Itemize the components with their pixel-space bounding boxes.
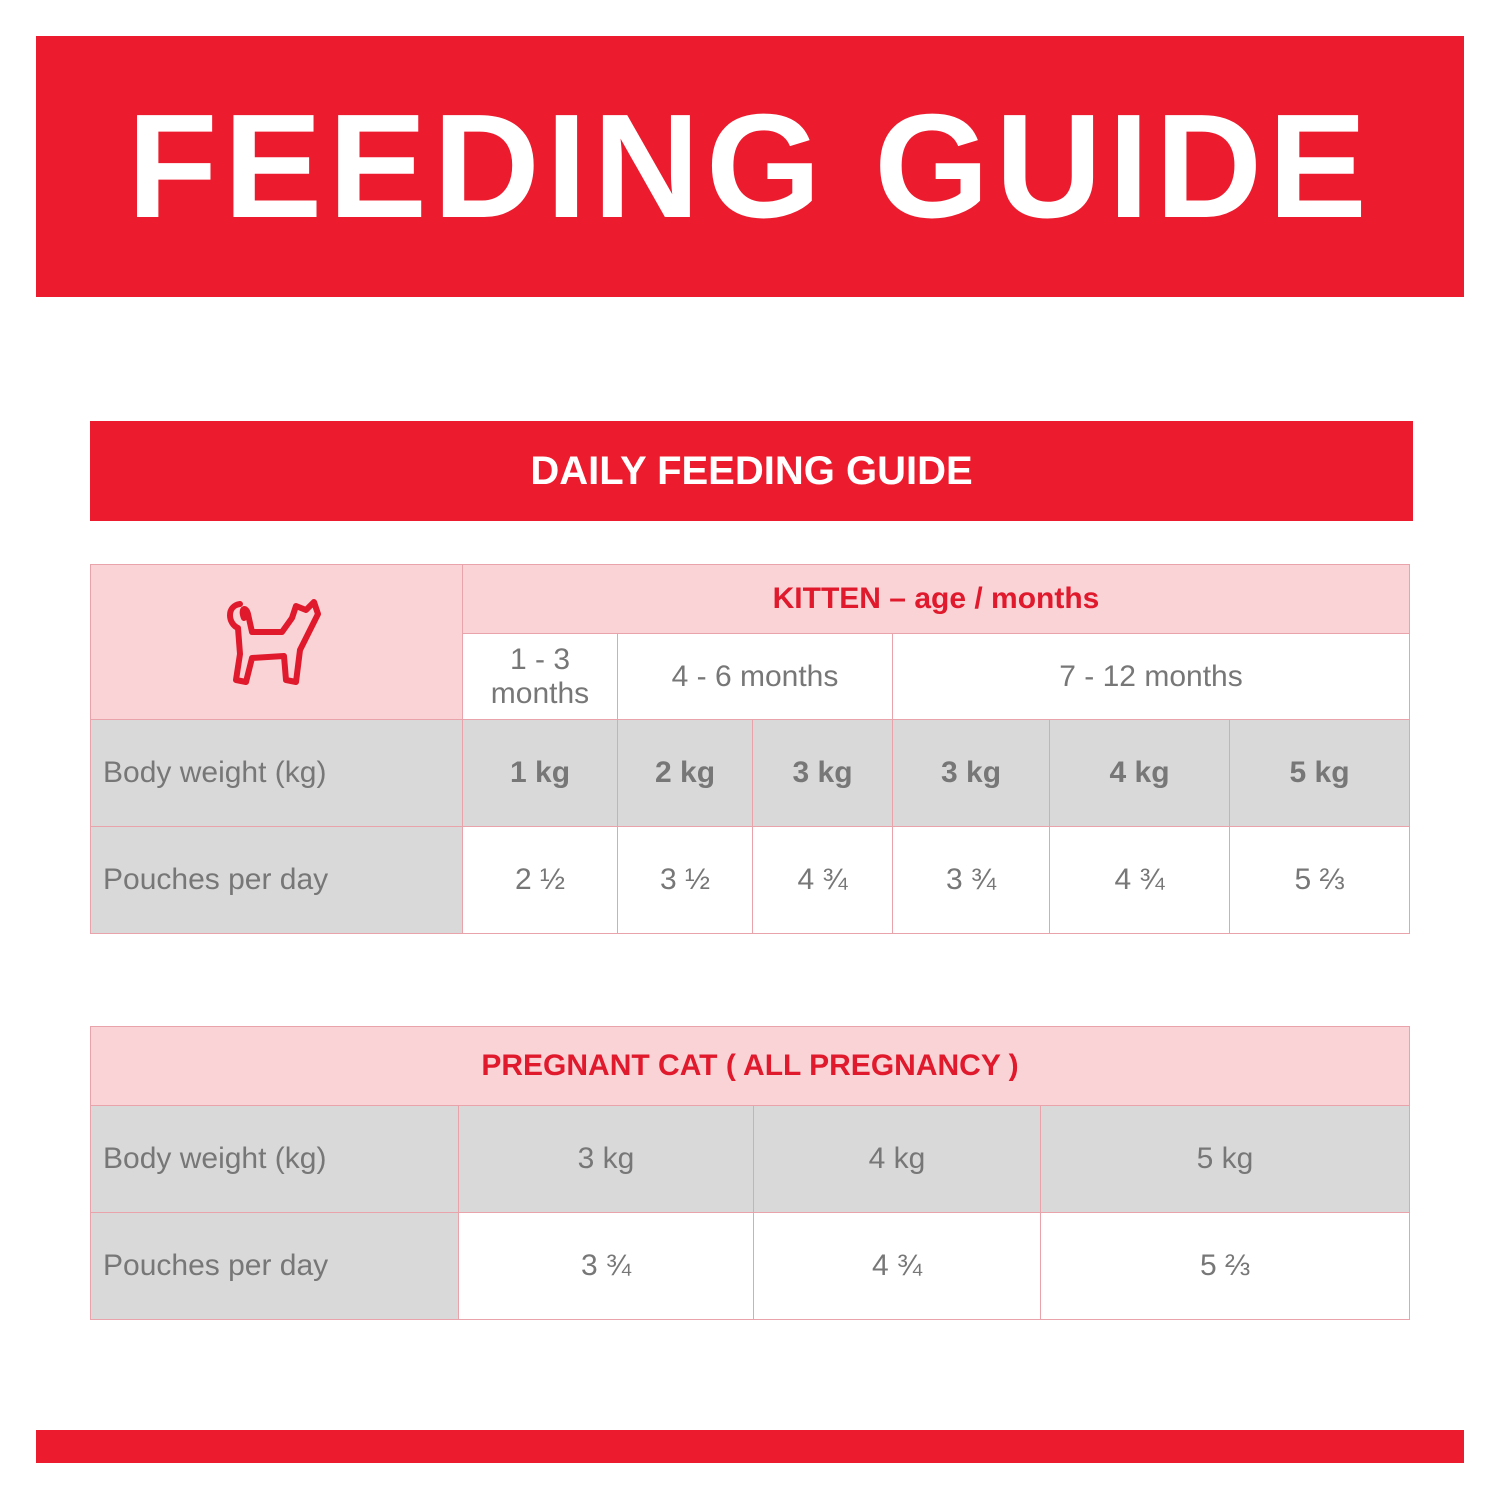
footer-bar bbox=[36, 1430, 1464, 1463]
title: FEEDING GUIDE bbox=[127, 83, 1373, 249]
body-weight: 3 kg bbox=[458, 1105, 754, 1213]
age-group: 1 - 3 months bbox=[462, 633, 618, 720]
subheader: DAILY FEEDING GUIDE bbox=[530, 448, 973, 493]
icon-cell bbox=[90, 564, 463, 720]
pouches: 3 ½ bbox=[617, 826, 753, 934]
pouches: 4 ¾ bbox=[752, 826, 893, 934]
body-weight: 3 kg bbox=[892, 719, 1050, 827]
row-label: Pouches per day bbox=[90, 826, 463, 934]
age-group: 4 - 6 months bbox=[617, 633, 893, 720]
pouches: 3 ¾ bbox=[892, 826, 1050, 934]
body-weight: 4 kg bbox=[753, 1105, 1041, 1213]
pouches: 5 ⅔ bbox=[1040, 1212, 1410, 1320]
pouches: 4 ¾ bbox=[753, 1212, 1041, 1320]
title-banner: FEEDING GUIDE bbox=[36, 36, 1464, 297]
pouches: 4 ¾ bbox=[1049, 826, 1230, 934]
body-weight: 4 kg bbox=[1049, 719, 1230, 827]
pouches: 5 ⅔ bbox=[1229, 826, 1410, 934]
body-weight: 5 kg bbox=[1229, 719, 1410, 827]
subheader-bar: DAILY FEEDING GUIDE bbox=[90, 421, 1413, 521]
row-label: Body weight (kg) bbox=[90, 719, 463, 827]
pouches: 2 ½ bbox=[462, 826, 618, 934]
pouches: 3 ¾ bbox=[458, 1212, 754, 1320]
pregnant-title: PREGNANT CAT ( ALL PREGNANCY ) bbox=[90, 1026, 1410, 1106]
body-weight: 5 kg bbox=[1040, 1105, 1410, 1213]
cat-icon bbox=[226, 599, 321, 685]
row-label: Body weight (kg) bbox=[90, 1105, 459, 1213]
body-weight: 1 kg bbox=[462, 719, 618, 827]
row-label: Pouches per day bbox=[90, 1212, 459, 1320]
age-group: 7 - 12 months bbox=[892, 633, 1410, 720]
body-weight: 2 kg bbox=[617, 719, 753, 827]
body-weight: 3 kg bbox=[752, 719, 893, 827]
kitten-title: KITTEN – age / months bbox=[462, 564, 1410, 634]
